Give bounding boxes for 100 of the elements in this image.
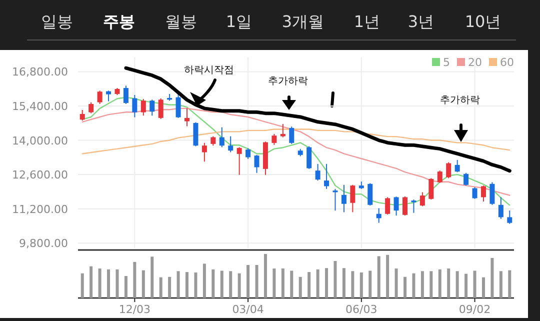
annotation: 추가하락 <box>268 76 308 87</box>
candlestick <box>446 162 452 179</box>
candlestick <box>454 159 460 173</box>
text: 주봉 <box>103 12 135 31</box>
bar <box>473 270 476 298</box>
candlestick <box>385 196 390 216</box>
bar <box>404 276 406 298</box>
candlestick <box>132 94 138 118</box>
bar <box>220 270 224 298</box>
bar <box>90 266 93 298</box>
candlestick <box>140 98 146 116</box>
text: 일봉 <box>41 12 73 31</box>
candlestick <box>202 142 207 162</box>
bar <box>255 265 258 298</box>
bar <box>202 264 206 298</box>
annotation: 하락시작점 <box>184 65 234 76</box>
candlestick <box>80 109 85 122</box>
candlestick <box>368 182 373 206</box>
bar <box>150 256 154 298</box>
candlestick <box>350 184 356 213</box>
text: 10년 <box>464 12 502 31</box>
text: 1일 <box>226 12 252 31</box>
y-tick-label: 15,400.00 <box>12 100 68 113</box>
candlestick <box>376 208 382 224</box>
candlestick <box>315 163 320 182</box>
candlestick <box>219 126 224 148</box>
candlestick <box>324 163 330 190</box>
bar <box>447 268 450 298</box>
x-tick-label: 03/04 <box>232 303 264 316</box>
candlestick <box>464 172 469 186</box>
bar <box>176 271 180 298</box>
bar <box>430 271 433 298</box>
candlestick <box>193 122 198 147</box>
bar <box>386 254 390 298</box>
candlestick <box>184 108 190 127</box>
bar <box>272 268 276 298</box>
candlestick <box>306 146 312 170</box>
candlestick <box>88 102 94 114</box>
candlestick <box>97 90 102 104</box>
bar <box>490 258 494 298</box>
candlestick <box>176 93 181 118</box>
bar <box>238 273 241 298</box>
candlestick <box>246 148 251 160</box>
y-tick-label: 14,000.00 <box>12 134 68 148</box>
candlestick <box>332 188 338 212</box>
candlestick <box>402 196 408 216</box>
legend-label: 20 <box>468 56 482 69</box>
bar <box>456 271 459 298</box>
bar <box>334 261 337 298</box>
bar <box>212 269 215 298</box>
bar <box>246 265 250 298</box>
bar <box>142 270 145 298</box>
candlestick <box>210 136 216 146</box>
bar <box>116 269 119 298</box>
bar <box>80 273 84 298</box>
candlestick <box>507 210 512 224</box>
x-tick-label: 12/03 <box>118 303 151 316</box>
bar <box>360 272 363 298</box>
bar <box>194 272 198 298</box>
legend-label: 5 <box>443 56 450 69</box>
y-tick-label: 12,600.00 <box>12 168 68 182</box>
bar <box>308 272 311 298</box>
candlestick <box>437 170 442 184</box>
candlestick <box>228 136 234 153</box>
bar <box>159 277 162 298</box>
candlestick <box>428 178 434 200</box>
bar <box>412 273 416 298</box>
bar <box>98 268 102 298</box>
bar <box>351 271 354 298</box>
bar <box>124 276 128 298</box>
bar <box>377 256 380 298</box>
y-tick-label: 9,800.00 <box>19 237 68 250</box>
bar <box>508 270 512 298</box>
bar <box>186 272 188 298</box>
candlestick <box>289 126 294 144</box>
candlestick <box>490 182 495 206</box>
candlestick <box>123 85 128 104</box>
candlestick <box>411 199 416 214</box>
bar <box>420 271 424 298</box>
candlestick <box>106 90 112 102</box>
x-tick-label: 06/03 <box>346 303 378 316</box>
bar <box>133 262 136 298</box>
x-tick-label: 09/02 <box>458 303 491 316</box>
legend-label: 60 <box>500 56 514 69</box>
line-series <box>82 128 510 154</box>
annotation: 추가하락 <box>440 95 480 106</box>
bar <box>290 270 294 298</box>
text: 월봉 <box>165 12 197 31</box>
candlestick <box>254 154 260 174</box>
candlestick <box>236 146 242 176</box>
candlestick <box>480 185 486 202</box>
candlestick <box>280 123 286 138</box>
candlestick <box>498 196 504 220</box>
bar <box>298 276 302 298</box>
text: 1년 <box>354 12 380 31</box>
bar <box>168 276 172 298</box>
bar <box>438 269 442 298</box>
bar <box>464 274 468 298</box>
candlestick <box>272 133 277 146</box>
candlestick <box>420 192 425 207</box>
